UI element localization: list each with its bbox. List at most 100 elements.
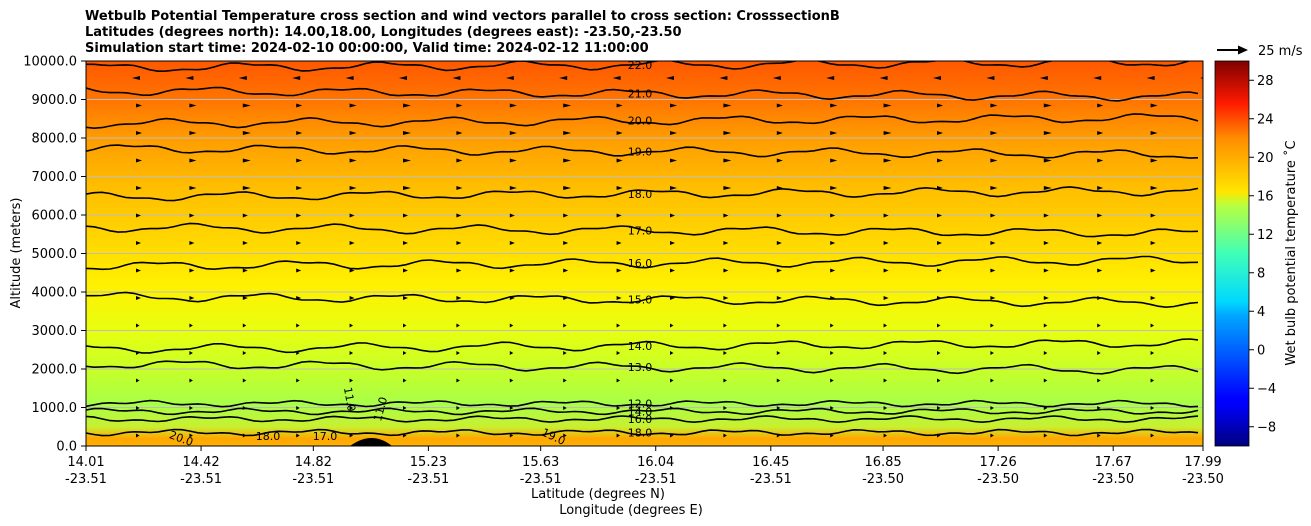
wind-vector-arrow [189, 323, 193, 328]
wind-vector-arrow [776, 186, 783, 190]
wind-vector-arrow [349, 378, 354, 383]
wind-vector-arrow [242, 241, 248, 245]
wind-vector-arrow [242, 103, 251, 108]
wind-vector-arrow [509, 186, 517, 190]
y-tick-label: 6000.0 [32, 209, 78, 224]
wind-vector-arrow [1204, 214, 1209, 218]
wind-vector-arrow [132, 76, 140, 80]
wind-vector-arrow [990, 406, 994, 410]
wind-vector-arrow [990, 323, 994, 328]
wind-vector-arrow [349, 433, 354, 438]
wind-vector-arrow [509, 158, 517, 163]
wind-vector-arrow [990, 186, 998, 190]
wind-vector-arrow [296, 268, 302, 273]
x-tick-label-longitude: -23.51 [292, 472, 334, 487]
x-tick-label-latitude: 14.42 [182, 455, 219, 470]
wind-vector-arrow [723, 406, 727, 410]
x-tick-label-longitude: -23.51 [520, 472, 562, 487]
wind-vector-arrow [189, 131, 197, 135]
wind-vector-arrow [830, 296, 836, 300]
wind-vector-arrow [509, 131, 517, 135]
wind-vector-arrow [883, 103, 892, 108]
wind-vector-arrow [990, 296, 996, 300]
wind-vector-arrow [1043, 213, 1049, 218]
wind-vector-arrow [509, 268, 515, 273]
wind-vector-arrow [296, 433, 300, 438]
wind-vector-arrow [1043, 186, 1052, 190]
wind-vector-arrow [670, 213, 675, 218]
contour-label: 16.0 [628, 413, 653, 426]
contour-label: 17.0 [313, 430, 338, 443]
wind-vector-arrow [456, 406, 460, 410]
wind-vector-arrow [456, 186, 463, 190]
wind-vector-arrow [1150, 433, 1155, 438]
contour-label: 17.0 [628, 224, 653, 237]
wind-vector-arrow [1043, 131, 1052, 135]
wind-vector-arrow [1150, 378, 1155, 383]
wind-vector-arrow [1150, 241, 1156, 245]
wind-vector-arrow [723, 213, 729, 218]
wind-vector-arrow [1204, 351, 1208, 355]
wind-vector-arrow [883, 158, 892, 163]
wind-vector-arrow [189, 186, 197, 190]
wind-vector-arrow [349, 103, 357, 108]
wind-vector-arrow [1043, 378, 1048, 383]
wind-vector-arrow [990, 268, 996, 273]
wind-vector-arrow [1204, 379, 1208, 383]
wind-vector-arrow [456, 351, 460, 355]
wind-vector-arrow [719, 76, 728, 80]
contour-label: 22.0 [628, 59, 653, 72]
colorbar-tick-label: 4 [1257, 305, 1265, 320]
wind-vector-arrow [456, 158, 463, 163]
wind-vector-arrow [563, 241, 569, 245]
wind-vector-arrow [937, 158, 943, 163]
x-tick-label-longitude: -23.51 [635, 472, 677, 487]
wind-vector-arrow [136, 158, 142, 163]
wind-vector-arrow [509, 296, 515, 300]
wind-vector-arrow [563, 406, 567, 410]
contour-label: 15.0 [628, 294, 653, 307]
contour-label: 13.0 [628, 361, 653, 374]
wind-vector-arrow [937, 103, 943, 108]
x-axis: 14.01 -23.51 14.42 -23.51 14.82 -23.51 15.23 -2… [65, 446, 1224, 487]
wind-vector-arrow [1150, 213, 1156, 218]
wind-vector-arrow [1150, 351, 1155, 355]
contour-line [86, 255, 1199, 271]
wind-vector-arrow [136, 131, 142, 135]
contour-label: 11.0 [371, 396, 390, 423]
quiver-key-arrow-head [1238, 45, 1248, 55]
wind-vector-arrow [563, 433, 567, 438]
wind-vector-arrow [670, 268, 675, 273]
contour-line [86, 222, 1199, 238]
wind-vector-arrow [509, 378, 514, 383]
wind-vector-arrow [883, 186, 892, 190]
wind-vector-arrow [937, 323, 941, 328]
wind-vector-arrow [1204, 406, 1208, 410]
wind-vector-arrow [1150, 296, 1156, 300]
contour-line [86, 415, 1199, 424]
wind-vector-arrow [990, 351, 994, 355]
wind-vector-arrow [723, 323, 727, 328]
wind-vector-arrow [883, 296, 889, 300]
contour-line [86, 399, 1199, 408]
wind-vector-arrow [456, 241, 462, 245]
wind-vector-arrow [403, 131, 411, 135]
wind-vector-arrow [1039, 76, 1048, 80]
wind-vector-arrow [670, 241, 675, 245]
x-tick-label-latitude: 14.82 [295, 455, 332, 470]
contour-line [86, 86, 1199, 102]
wind-vector-arrow [1150, 186, 1158, 190]
wind-vector-arrow [937, 406, 941, 410]
wind-vector-arrow [349, 268, 355, 273]
wind-vector-arrow [1097, 268, 1103, 273]
wind-vector-arrow [452, 76, 461, 80]
wind-vector-arrow [1150, 158, 1158, 163]
wind-vector-arrow [670, 378, 674, 383]
wind-vector-arrow [509, 351, 514, 355]
wind-vector-arrow [1097, 296, 1103, 300]
wind-vector-arrow [776, 378, 781, 383]
wind-vector-arrow [349, 296, 355, 300]
wind-vector-arrow [563, 323, 567, 328]
y-tick-label: 2000.0 [32, 363, 78, 378]
wind-vector-arrow [296, 241, 302, 245]
